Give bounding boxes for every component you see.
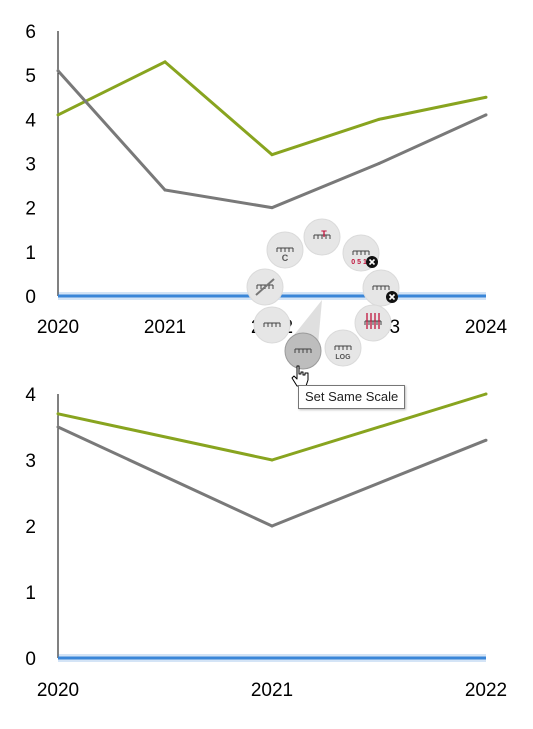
series-1-point: [270, 153, 274, 157]
y-tick-label: 4: [25, 110, 36, 131]
axis-crossing-icon-glyph: C: [282, 253, 289, 263]
hand-cursor-icon: [291, 365, 309, 387]
chart-2: 0 1 2 3 4 2020 2021 2022: [25, 385, 507, 701]
x-tick-label: 2022: [465, 680, 507, 701]
tick-labels-remove-icon-glyph: 0 5 10: [351, 259, 371, 266]
axis-radial-menu: T 0 5 10 LOG C: [246, 218, 400, 370]
remove-badge-icon: [366, 256, 378, 268]
series-1-point: [56, 113, 60, 117]
x-tick-label: 2020: [37, 317, 79, 338]
series-1-point: [484, 392, 488, 396]
series-line-2[interactable]: [57, 425, 487, 528]
series-2-point: [270, 524, 274, 528]
log-scale-icon-glyph: LOG: [335, 354, 351, 361]
series-line-2[interactable]: [56, 69, 487, 210]
series-1-point: [270, 458, 274, 462]
same-scale-button[interactable]: [284, 332, 322, 370]
axis-break-button[interactable]: [246, 268, 284, 306]
y-tick-label: 2: [25, 517, 36, 538]
axis-title-icon-glyph: T: [321, 229, 327, 239]
tick-marks-remove-icon: [372, 285, 398, 303]
x-tick-label: 2024: [465, 317, 508, 338]
x-tick-label: 2021: [251, 680, 293, 701]
series-2-point: [56, 425, 60, 429]
series-1-point: [484, 95, 488, 99]
series-2-point: [56, 69, 60, 73]
title-axis-button[interactable]: T: [303, 218, 341, 256]
log-scale-icon: LOG: [334, 345, 352, 361]
tick-labels-button[interactable]: 0 5 10: [342, 234, 380, 272]
same-scale-icon: [294, 348, 312, 353]
series-2-point: [270, 206, 274, 210]
y-tick-label: 3: [25, 451, 36, 472]
series-1-point: [377, 117, 381, 121]
axis-arrow-icon: [263, 322, 281, 327]
tick-labels-remove-icon: 0 5 10: [351, 250, 378, 268]
y-tick-label: 0: [25, 287, 36, 308]
log-scale-button[interactable]: LOG: [324, 329, 362, 367]
series-1-point: [163, 60, 167, 64]
y-tick-label: 0: [25, 649, 36, 670]
y-tick-label: 1: [25, 583, 36, 604]
axis-crossing-icon: C: [276, 247, 294, 263]
set-same-scale-tooltip: Set Same Scale: [298, 385, 406, 409]
gridlines-button[interactable]: [354, 304, 392, 342]
axis-crossing-button[interactable]: C: [266, 231, 304, 269]
series-1-point: [56, 412, 60, 416]
y-tick-label: 4: [25, 385, 36, 406]
y-tick-label: 2: [25, 199, 36, 220]
axis-arrow-button[interactable]: [253, 306, 291, 344]
series-2-point: [484, 113, 488, 117]
series-2-point: [377, 162, 381, 165]
gridlines-icon: [364, 313, 382, 329]
axis-title-icon: T: [313, 229, 331, 239]
series-2-point: [484, 438, 488, 442]
remove-badge-icon: [386, 291, 398, 303]
series-line-1[interactable]: [57, 392, 487, 462]
y-tick-label: 1: [25, 243, 36, 264]
x-tick-label: 2021: [144, 317, 186, 338]
y-tick-label: 6: [25, 22, 36, 43]
x-tick-label: 2020: [37, 680, 79, 701]
y-tick-label: 3: [25, 155, 36, 176]
series-2-point: [163, 188, 167, 192]
tick-marks-button[interactable]: [362, 269, 400, 307]
axis-break-icon: [255, 278, 275, 296]
y-tick-label: 5: [25, 66, 36, 87]
